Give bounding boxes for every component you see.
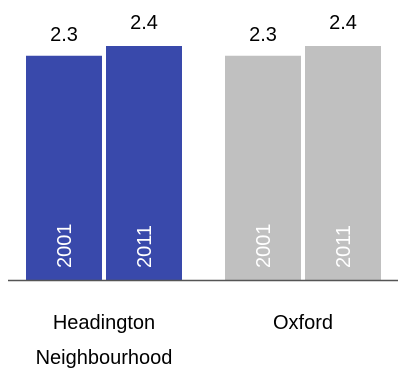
category-label: Oxford <box>273 312 333 334</box>
bar-1-2011 <box>305 46 381 280</box>
bars-layer <box>26 46 381 280</box>
bar-0-2001 <box>26 55 102 280</box>
bar-value-label: 2.4 <box>329 12 357 34</box>
bar-year-label: 2011 <box>333 225 355 268</box>
category-label: Neighbourhood <box>36 347 173 369</box>
bar-year-label: 2001 <box>253 224 275 269</box>
bar-year-label: 2011 <box>134 225 156 268</box>
bar-value-label: 2.4 <box>130 12 158 34</box>
bar-1-2001 <box>225 55 301 280</box>
bar-value-label: 2.3 <box>249 24 277 46</box>
category-label: Headington <box>53 312 155 334</box>
bar-year-label: 2001 <box>54 224 76 269</box>
bar-value-label: 2.3 <box>50 24 78 46</box>
bar-0-2011 <box>106 46 182 280</box>
labels-layer: 2.3 2001 2.4 2011 Headington Neighbourhood 2.3… <box>36 12 357 369</box>
